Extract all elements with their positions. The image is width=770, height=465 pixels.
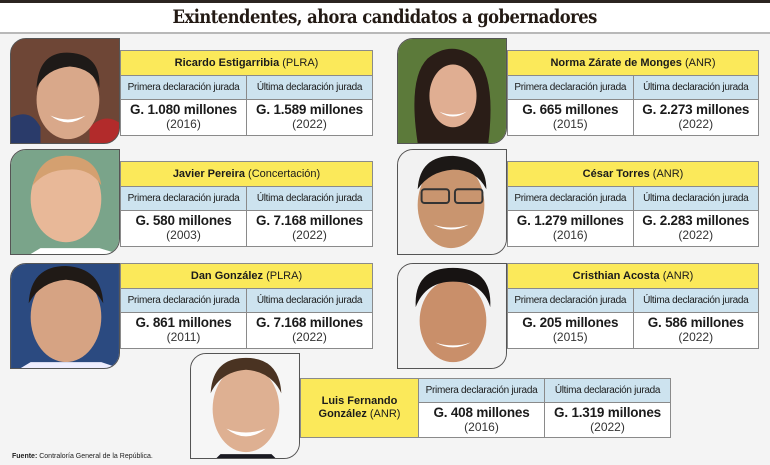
portrait-icon [11,150,119,254]
first-declaration-header: Primera declaración jurada [121,76,246,100]
last-year: (2022) [292,117,327,131]
portrait-icon [398,150,506,254]
last-declaration-header: Última declaración jurada [247,187,372,211]
candidate-name: Ricardo Estigarribia [174,57,280,69]
candidate-name: Norma Zárate de Monges [550,57,682,69]
candidate-photo-norma-zarate [397,38,507,144]
candidate-photo-dan-gonzalez [10,263,120,369]
header: Exintendentes, ahora candidatos a gobern… [0,3,770,33]
last-year: (2022) [678,330,714,344]
portrait-icon [11,39,119,143]
candidate-party: (ANR) [652,168,684,180]
candidate-name-row: Javier Pereira (Concertación) [121,162,372,187]
last-year: (2022) [292,228,327,242]
header-divider [0,32,770,34]
last-amount: G. 7.168 millones [256,315,363,330]
candidate-photo-ricardo-estigarribia [10,38,120,144]
candidate-name: Cristhian Acosta [572,270,660,282]
first-amount: G. 665 millones [522,102,619,117]
source-text: Contraloría General de la República. [37,453,153,460]
last-year: (2022) [292,330,327,344]
candidate-name-line2: González [318,408,367,420]
first-year: (2016) [552,228,588,242]
first-declaration-header: Primera declaración jurada [508,289,633,313]
last-declaration-header: Última declaración jurada [247,76,372,100]
candidate-table-cristhian-acosta: Cristhian Acosta (ANR) Primera declaraci… [507,263,759,349]
candidate-name: César Torres [582,168,650,180]
portrait-icon [11,264,119,368]
candidate-table-cesar-torres: César Torres (ANR) Primera declaración j… [507,161,759,247]
last-amount: G. 2.273 millones [642,102,750,117]
first-amount: G. 861 millones [135,315,232,330]
first-amount: G. 1.279 millones [516,213,624,228]
candidate-party: (PLRA) [282,57,319,69]
candidate-name-line1: Luis Fernando [321,395,398,407]
last-declaration-header: Última declaración jurada [633,289,758,313]
candidate-table-luis-fernando-gonzalez: Luis Fernando González (ANR) Primera dec… [300,378,671,438]
candidate-name-cell: Luis Fernando González (ANR) [301,379,419,437]
portrait-icon [191,354,299,458]
candidate-party: (ANR) [684,57,716,69]
first-declaration-header: Primera declaración jurada [508,76,633,100]
last-declaration-header: Última declaración jurada [633,187,758,211]
candidate-name-row: César Torres (ANR) [508,162,758,187]
first-amount: G. 205 millones [522,315,619,330]
candidate-name-row: Norma Zárate de Monges (ANR) [508,51,758,76]
source-note: Fuente: Contraloría General de la Repúbl… [12,453,153,460]
candidate-photo-javier-pereira [10,149,120,255]
first-year: (2015) [552,330,588,344]
candidate-name-row: Ricardo Estigarribia (PLRA) [121,51,372,76]
candidate-photo-cristhian-acosta [397,263,507,369]
first-year: (2003) [166,228,201,242]
candidate-party: (PLRA) [266,270,303,282]
last-amount: G. 2.283 millones [642,213,750,228]
candidate-name: Dan González [190,270,263,282]
last-year: (2022) [590,420,625,434]
portrait-icon [398,264,506,368]
first-year: (2016) [166,117,201,131]
first-year: (2011) [166,330,201,344]
candidate-party: (ANR) [369,408,401,420]
first-year: (2016) [464,420,499,434]
candidate-name: Javier Pereira [172,168,245,180]
last-amount: G. 7.168 millones [256,213,363,228]
candidate-party: (Concertación) [248,168,321,180]
first-declaration-header: Primera declaración jurada [419,379,544,403]
candidate-photo-cesar-torres [397,149,507,255]
last-declaration-header: Última declaración jurada [545,379,670,403]
first-declaration-header: Primera declaración jurada [121,289,246,313]
candidate-table-javier-pereira: Javier Pereira (Concertación) Primera de… [120,161,373,247]
candidate-name-row: Dan González (PLRA) [121,264,372,289]
last-year: (2022) [678,228,714,242]
last-year: (2022) [678,117,714,131]
last-amount: G. 1.319 millones [554,405,661,420]
source-label: Fuente: [12,453,38,460]
candidate-photo-luis-fernando-gonzalez [190,353,300,459]
candidate-party: (ANR) [662,270,694,282]
last-amount: G. 1.589 millones [256,102,363,117]
first-year: (2015) [552,117,588,131]
candidate-name-row: Cristhian Acosta (ANR) [508,264,758,289]
top-rule [0,0,770,3]
portrait-icon [398,39,506,143]
last-amount: G. 586 millones [647,315,744,330]
last-declaration-header: Última declaración jurada [633,76,758,100]
candidate-table-ricardo-estigarribia: Ricardo Estigarribia (PLRA) Primera decl… [120,50,373,136]
first-declaration-header: Primera declaración jurada [121,187,246,211]
first-amount: G. 580 millones [135,213,232,228]
candidate-table-dan-gonzalez: Dan González (PLRA) Primera declaración … [120,263,373,349]
candidate-table-norma-zarate: Norma Zárate de Monges (ANR) Primera dec… [507,50,759,136]
last-declaration-header: Última declaración jurada [247,289,372,313]
page-title: Exintendentes, ahora candidatos a gobern… [172,6,598,28]
first-declaration-header: Primera declaración jurada [508,187,633,211]
first-amount: G. 1.080 millones [130,102,237,117]
first-amount: G. 408 millones [433,405,530,420]
